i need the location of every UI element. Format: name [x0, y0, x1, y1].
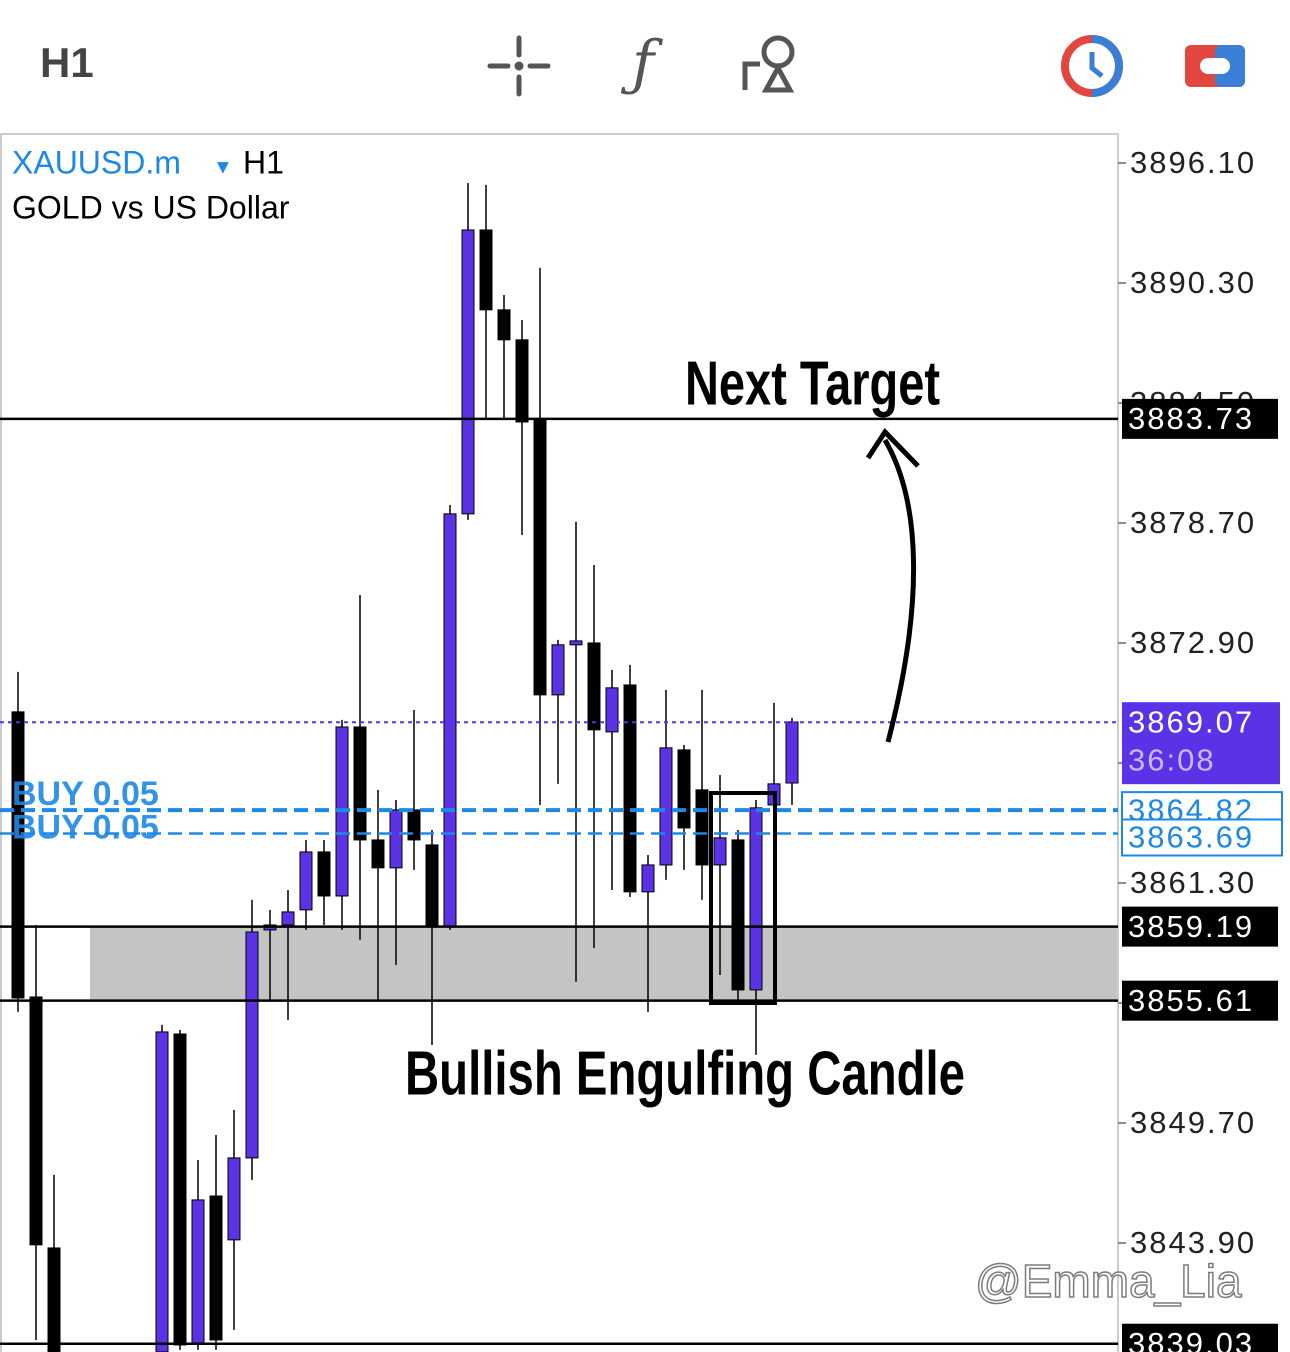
y-tick-label: 3861.30 [1130, 865, 1256, 900]
candle-body [11, 711, 25, 999]
candle-body [641, 864, 655, 893]
candle-body [677, 749, 691, 829]
arrow-head [865, 428, 920, 468]
candle-body [533, 419, 547, 696]
chart-frame [0, 133, 1119, 1352]
y-tick-label: 3843.90 [1130, 1225, 1256, 1260]
y-tick-label: 3890.30 [1130, 265, 1256, 300]
price-label-box [1122, 398, 1278, 439]
watermark: @Emma_Lia [975, 1255, 1242, 1307]
candle-body [605, 687, 619, 733]
bid-price: 3869.07 [1128, 704, 1254, 739]
order-price-box [1121, 818, 1283, 857]
y-tick-label: 3896.10 [1130, 145, 1256, 180]
zone [90, 926, 1117, 1001]
candle-body [407, 809, 421, 841]
candle-body [173, 1033, 187, 1346]
candle-body [569, 640, 583, 646]
price-label-box [1122, 980, 1278, 1021]
price-label: 3859.19 [1128, 909, 1254, 944]
trade-icon[interactable] [1061, 35, 1123, 97]
candle-body [551, 644, 565, 696]
candle-body [497, 309, 511, 341]
candle-body [425, 844, 439, 928]
candle-body [227, 1157, 241, 1241]
candle-body [317, 851, 331, 897]
timeframe-button[interactable]: H1 [40, 39, 94, 86]
annotation: Bullish Engulfing Candle [405, 1039, 965, 1108]
price-label: 3855.61 [1128, 983, 1254, 1018]
candle-body [695, 789, 709, 866]
chart-timeframe: H1 [243, 144, 284, 180]
y-tick-label: 3872.90 [1130, 625, 1256, 660]
candle-body [443, 513, 457, 928]
crosshair-icon[interactable] [487, 35, 551, 97]
candle-body [479, 229, 493, 311]
toolbar [0, 0, 1290, 133]
order-label: BUY 0.05 [12, 775, 159, 813]
price-label: 3883.73 [1128, 401, 1254, 436]
candle-body [713, 837, 727, 866]
candle-body [299, 851, 313, 911]
candle-body [515, 339, 529, 423]
arrow [882, 438, 916, 743]
symbol-dropdown[interactable]: ▼ [213, 156, 233, 178]
highlight-box [709, 791, 777, 1005]
candle-body [245, 931, 259, 1159]
symbol[interactable]: XAUUSD.m [12, 144, 181, 180]
order-label: BUY 0.05 [12, 808, 159, 846]
candle-body [371, 839, 385, 869]
objects-icon[interactable] [742, 35, 795, 93]
candle-body [749, 807, 763, 991]
bid-box [1122, 702, 1280, 785]
bar-timer: 36:08 [1128, 742, 1216, 777]
candle-body [659, 747, 673, 866]
candle-body [587, 642, 601, 731]
candle-body [785, 721, 799, 784]
candle-body [623, 684, 637, 893]
symbol-description: GOLD vs US Dollar [12, 189, 290, 225]
annotation: Next Target [685, 349, 940, 418]
account-icon[interactable] [1185, 45, 1245, 87]
candle-body [209, 1195, 223, 1341]
candle-body [47, 1247, 61, 1352]
candle-body [191, 1199, 205, 1344]
order-price: 3863.69 [1128, 820, 1254, 855]
candle-body [461, 229, 475, 515]
price-label: 3839.03 [1128, 1326, 1254, 1352]
candle-body [731, 839, 745, 991]
candle-body [29, 996, 43, 1246]
plot: 3896.103890.303884.503878.703872.903867.… [0, 145, 1256, 1352]
price-label-box [1122, 1323, 1278, 1352]
candle-body [155, 1031, 169, 1352]
price-label-box [1122, 906, 1278, 947]
y-tick-label: 3878.70 [1130, 505, 1256, 540]
candle-body [353, 726, 367, 841]
candle-body [281, 911, 295, 926]
y-tick-label: 3849.70 [1130, 1105, 1256, 1140]
candle-body [389, 809, 403, 869]
